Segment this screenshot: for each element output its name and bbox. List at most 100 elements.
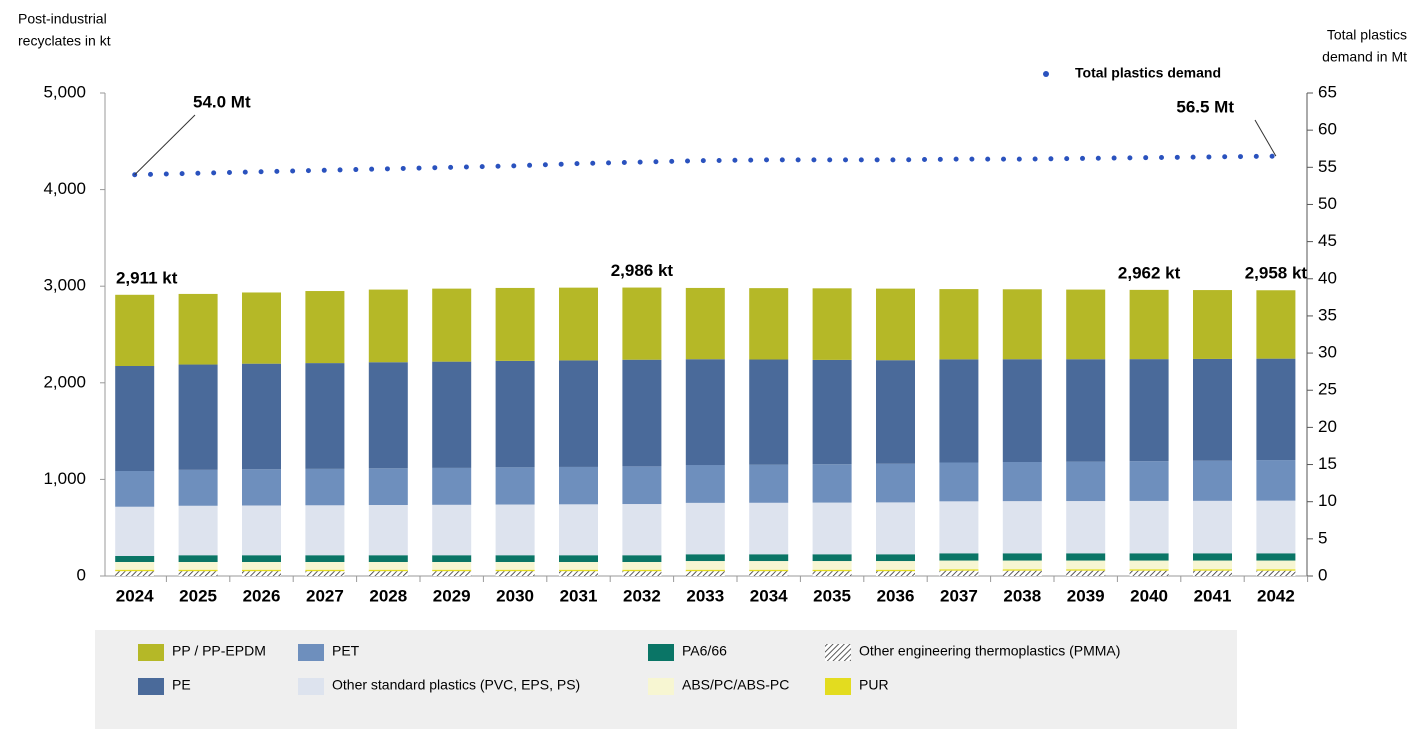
bar-segment	[1066, 569, 1106, 571]
x-tick-label: 2024	[116, 586, 154, 605]
bar-segment	[685, 554, 725, 562]
bar-segment	[1129, 553, 1169, 561]
bar-segment	[749, 554, 789, 562]
bar-segment	[115, 365, 155, 471]
bar-segment	[1256, 560, 1296, 570]
bar-segment	[1193, 500, 1232, 554]
bar-segment	[1002, 359, 1042, 463]
bar-segment	[178, 469, 218, 506]
bar-segment	[1066, 359, 1106, 462]
bar-segment	[432, 467, 472, 505]
bar-segment	[622, 555, 662, 562]
bar-segment	[115, 294, 155, 366]
bar-segment	[559, 569, 598, 572]
bar-segment	[939, 569, 979, 571]
x-tick-label: 2037	[940, 586, 978, 605]
bar-segment	[559, 466, 598, 505]
bar-segment	[876, 569, 915, 572]
bar-segment	[305, 468, 345, 506]
x-tick-label: 2030	[496, 586, 534, 605]
bar-segment	[368, 561, 408, 570]
y2-tick-label: 25	[1318, 380, 1337, 399]
legend-label: PE	[172, 677, 191, 693]
bar-segment	[115, 571, 155, 576]
bar-segment	[305, 291, 345, 364]
bar-segment	[1256, 570, 1296, 576]
legend-label: PET	[332, 643, 360, 659]
bar-segment	[495, 569, 535, 572]
bar-segment	[622, 287, 662, 360]
y-tick-label: 4,000	[43, 179, 86, 198]
bar-segment	[368, 504, 408, 556]
bar-segment	[178, 293, 218, 365]
bar-segment	[368, 362, 408, 469]
y-axis-title: Post-industrial	[18, 11, 107, 27]
bar-segment	[1129, 560, 1169, 570]
bar-segment	[876, 463, 915, 503]
bar-segment	[495, 571, 535, 576]
legend-swatch	[298, 644, 324, 661]
bar-segment	[749, 571, 789, 576]
bar-segment	[939, 359, 979, 463]
bar-segment	[876, 288, 915, 361]
bar-segment	[812, 569, 852, 572]
y2-tick-label: 60	[1318, 120, 1337, 139]
bar-segment	[749, 502, 789, 555]
legend-swatch	[138, 644, 164, 661]
bar-segment	[1066, 553, 1106, 561]
bar-segment	[812, 502, 852, 555]
y2-tick-label: 40	[1318, 268, 1337, 287]
bar-segment	[115, 561, 155, 570]
bar-segment	[495, 287, 535, 361]
bar-segment	[1256, 553, 1296, 561]
bar-segment	[812, 571, 852, 576]
bar-segment	[1002, 501, 1042, 554]
bar-segment	[939, 570, 979, 576]
y-axis-title: recyclates in kt	[18, 33, 111, 49]
bar-segment	[1066, 289, 1106, 360]
y2-tick-label: 65	[1318, 82, 1337, 101]
legend-label: Other standard plastics (PVC, EPS, PS)	[332, 677, 580, 693]
bar-segment	[495, 360, 535, 468]
bar-segment	[178, 561, 218, 570]
bar-segment	[495, 467, 535, 505]
x-tick-label: 2041	[1194, 586, 1232, 605]
y2-tick-label: 55	[1318, 157, 1337, 176]
bar-segment	[115, 569, 155, 572]
bar-segment	[178, 569, 218, 572]
x-tick-label: 2031	[560, 586, 598, 605]
bar-segment	[432, 504, 472, 556]
y2-tick-label: 0	[1318, 565, 1327, 584]
bar-segment	[939, 553, 979, 561]
bar-segment	[1193, 553, 1232, 561]
bar-segment	[178, 364, 218, 470]
bar-segment	[749, 464, 789, 503]
bar-segment	[1256, 569, 1296, 571]
x-tick-label: 2034	[750, 586, 788, 605]
bar-segment	[432, 288, 472, 362]
bar-segment	[939, 501, 979, 554]
bar-segment	[242, 561, 281, 570]
y2-axis-title: demand in Mt	[1322, 49, 1407, 65]
bar-segment	[115, 506, 155, 557]
legend-label: Other engineering thermoplastics (PMMA)	[859, 643, 1120, 659]
y2-tick-label: 15	[1318, 454, 1337, 473]
bar-segment	[115, 556, 155, 562]
bar-segment	[1066, 461, 1106, 502]
bar-segment	[1256, 460, 1296, 501]
y2-tick-label: 20	[1318, 417, 1337, 436]
bar-segment	[1193, 570, 1232, 576]
y-tick-label: 1,000	[43, 469, 86, 488]
leader-line	[134, 114, 196, 176]
bar-segment	[749, 288, 789, 360]
bar-segment	[876, 554, 915, 562]
bar-segment	[1002, 560, 1042, 570]
x-tick-label: 2033	[686, 586, 724, 605]
legend-label: PUR	[859, 677, 889, 693]
total-label: 2,986 kt	[611, 261, 674, 280]
bar-segment	[685, 569, 725, 572]
bar-segment	[1002, 570, 1042, 576]
bar-segment	[622, 504, 662, 556]
bar-segment	[368, 571, 408, 576]
bar-segment	[876, 571, 915, 576]
